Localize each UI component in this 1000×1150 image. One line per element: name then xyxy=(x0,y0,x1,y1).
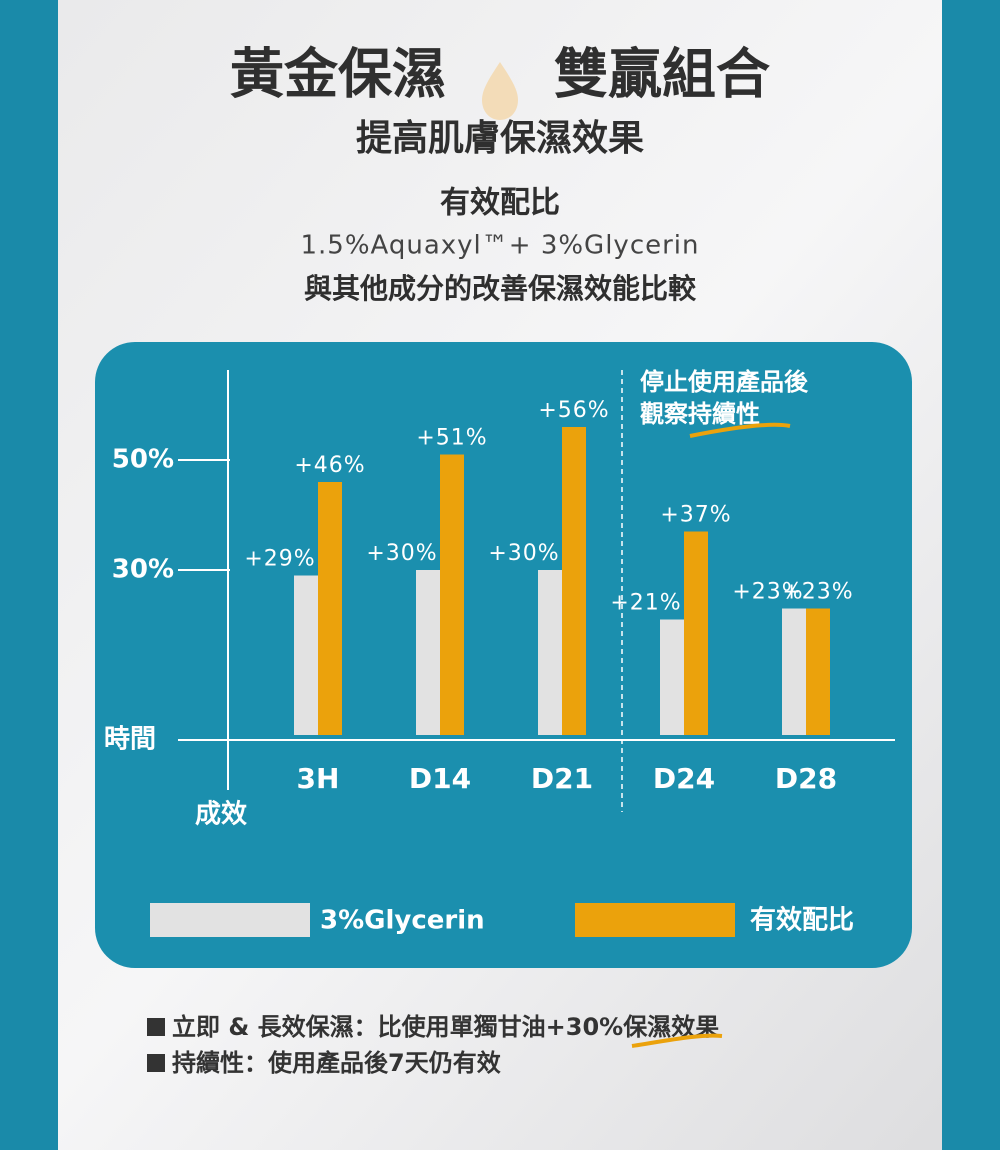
bullet xyxy=(147,1018,165,1036)
legend-swatch xyxy=(575,903,735,937)
annotation: 停止使用產品後 xyxy=(640,368,809,396)
footnote: 持續性：使用產品後7天仍有效 xyxy=(172,1049,501,1077)
chart-panel xyxy=(95,342,912,968)
headline: 雙贏組合 xyxy=(554,43,770,106)
side-band xyxy=(942,0,1000,1150)
legend-swatch xyxy=(150,903,310,937)
legend-label: 有效配比 xyxy=(750,905,854,936)
value-label: +21% xyxy=(610,591,681,616)
value-label: +29% xyxy=(244,547,315,572)
bullet xyxy=(147,1054,165,1072)
value-label: +51% xyxy=(416,426,487,451)
underline xyxy=(689,422,791,438)
bar xyxy=(684,531,708,735)
bar xyxy=(660,619,684,735)
value-label: +46% xyxy=(294,453,365,478)
value-label: +30% xyxy=(488,541,559,566)
bar xyxy=(806,608,830,735)
drop-icon xyxy=(482,62,518,120)
value-label: +23% xyxy=(732,580,803,605)
value-label: +23% xyxy=(782,580,853,605)
value-label: +30% xyxy=(366,541,437,566)
value-label: +37% xyxy=(660,503,731,528)
y-axis-label: 成效 xyxy=(195,799,247,830)
value-label: +56% xyxy=(538,398,609,423)
underline xyxy=(631,1033,723,1048)
x-tick-label: 3H xyxy=(297,762,340,795)
annotation: 觀察持續性 xyxy=(640,400,760,428)
x-tick-label: D21 xyxy=(531,762,593,795)
formula: 1.5%Aquaxyl™+ 3%Glycerin xyxy=(300,231,699,261)
footnotes: 立即 & 長效保濕：比使用單獨甘油+30%保濕效果 持續性：使用產品後7天仍有效 xyxy=(147,1013,723,1077)
y-tick-label: 30% xyxy=(112,555,174,585)
bar xyxy=(562,427,586,735)
heading: 有效配比 xyxy=(440,186,560,221)
y-tick-label: 50% xyxy=(112,445,174,475)
x-tick-label: D24 xyxy=(653,762,715,795)
bar xyxy=(782,608,806,735)
footnote: 立即 & 長效保濕：比使用單獨甘油+30%保濕效果 xyxy=(172,1013,719,1041)
bar xyxy=(294,575,318,735)
bar xyxy=(538,570,562,735)
bar xyxy=(318,482,342,735)
headline: 黃金保濕 xyxy=(230,43,446,106)
bar xyxy=(440,454,464,735)
x-axis-label: 時間 xyxy=(104,725,156,755)
legend-label: 3%Glycerin xyxy=(320,906,485,936)
x-tick-label: D14 xyxy=(409,762,471,795)
bar xyxy=(416,570,440,735)
side-band xyxy=(0,0,58,1150)
x-tick-label: D28 xyxy=(775,762,837,795)
caption: 與其他成分的改善保濕效能比較 xyxy=(304,272,697,305)
subtitle: 提高肌膚保濕效果 xyxy=(356,118,644,159)
